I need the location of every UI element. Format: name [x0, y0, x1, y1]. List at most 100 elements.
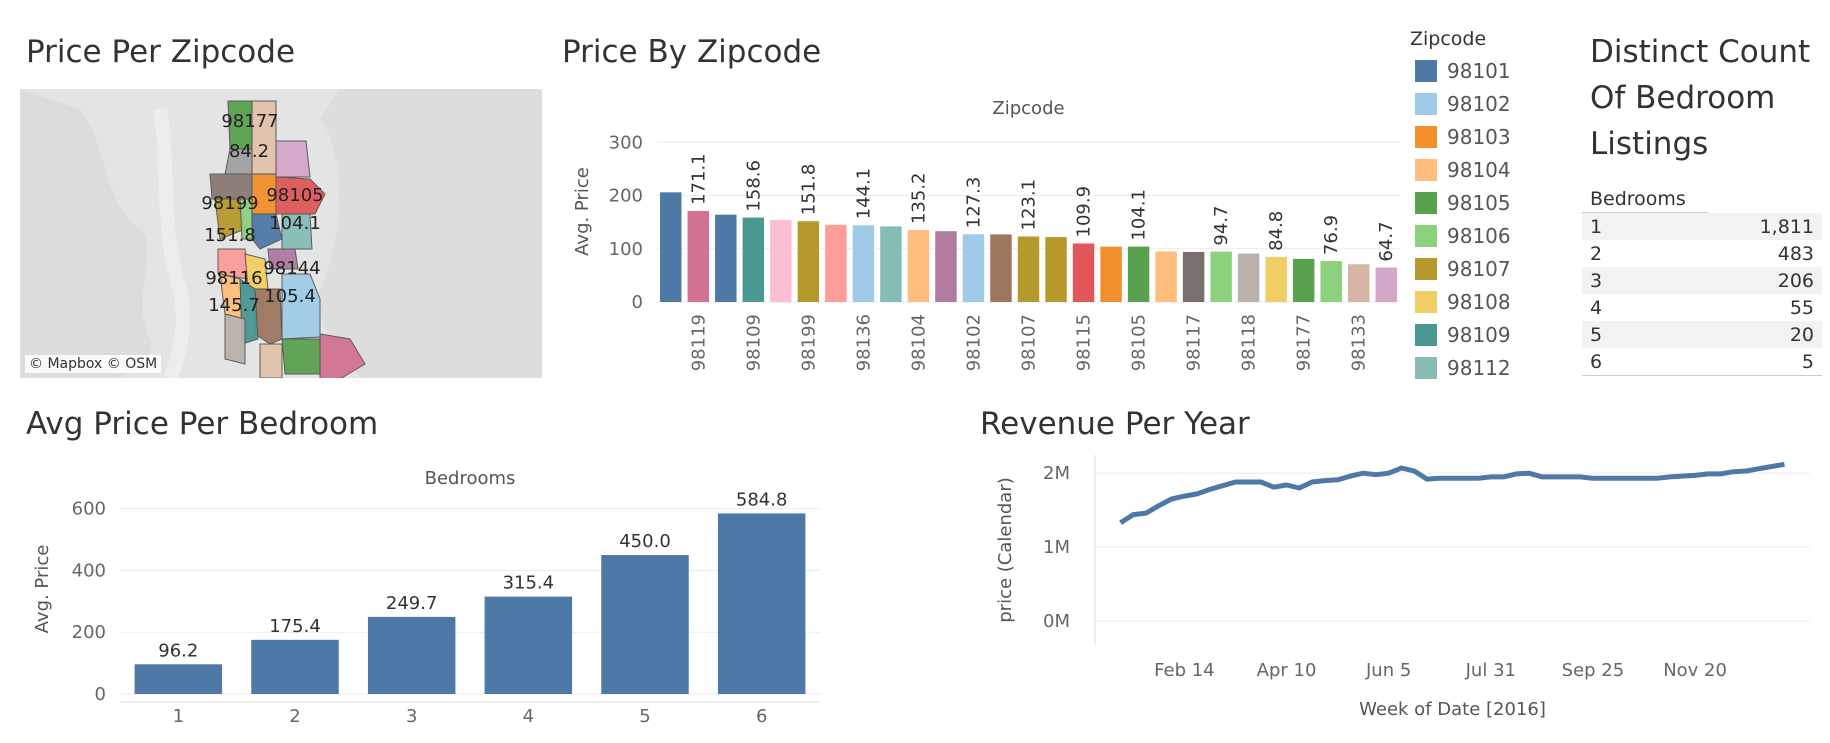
listing-count-value: 20 [1789, 323, 1814, 346]
legend-label: 98103 [1447, 124, 1511, 149]
legend-item[interactable]: 98101 [1410, 54, 1560, 87]
bar[interactable] [715, 214, 737, 302]
map-region-label: 98199 [201, 193, 258, 214]
revenue-series-line[interactable] [1119, 461, 1785, 525]
bedroom-count-key: 6 [1590, 350, 1603, 373]
bar[interactable] [1155, 251, 1177, 302]
legend-swatch [1415, 158, 1437, 181]
legend-item[interactable]: 98103 [1410, 120, 1560, 153]
bar[interactable] [660, 192, 682, 302]
zip-region[interactable] [251, 213, 283, 250]
bar[interactable] [1237, 253, 1260, 302]
legend-swatch [1415, 224, 1437, 247]
bar[interactable] [687, 210, 710, 302]
bar[interactable] [1292, 258, 1315, 302]
bar[interactable] [797, 221, 820, 302]
bar-data-label: 123.1 [1019, 179, 1040, 231]
bar[interactable] [134, 664, 223, 694]
legend-item[interactable]: 98109 [1410, 318, 1560, 351]
legend-item[interactable]: 98108 [1410, 285, 1560, 318]
bar[interactable] [1017, 236, 1040, 302]
legend-item[interactable]: 98106 [1410, 219, 1560, 252]
legend-swatch [1415, 125, 1437, 148]
bar[interactable] [251, 639, 339, 694]
x-tick-label: Nov 20 [1663, 660, 1727, 681]
zip-region[interactable] [281, 273, 321, 340]
x-tick-label: Sep 25 [1562, 660, 1625, 681]
bed-gridlines [120, 508, 820, 703]
zip-region[interactable] [281, 213, 313, 250]
zip-region[interactable] [281, 338, 321, 375]
x-tick-label: 98119 [688, 314, 709, 371]
bar[interactable] [880, 226, 902, 302]
y-tick-label: 1M [1043, 537, 1070, 558]
bar[interactable] [770, 220, 792, 302]
bar[interactable] [1320, 261, 1342, 302]
bar[interactable] [367, 616, 456, 694]
bar[interactable] [742, 217, 765, 302]
bar[interactable] [1127, 246, 1150, 302]
bar[interactable] [962, 234, 985, 302]
x-tick-label: 98109 [743, 314, 764, 371]
bedroom-count-key: 1 [1590, 215, 1603, 238]
legend-label: 98104 [1447, 157, 1511, 182]
bar[interactable] [907, 230, 930, 302]
legend-item[interactable]: 98107 [1410, 252, 1560, 285]
bar[interactable] [1072, 243, 1095, 302]
legend-item[interactable]: 98102 [1410, 87, 1560, 120]
bar-data-label: 584.8 [736, 489, 788, 510]
bed-price-panel-title: Avg Price Per Bedroom [26, 406, 379, 442]
zip-region[interactable] [259, 343, 283, 378]
bar-data-label: 450.0 [619, 531, 671, 552]
map-region-label: 98105 [266, 185, 323, 206]
legend-item[interactable]: 98105 [1410, 186, 1560, 219]
bar[interactable] [990, 234, 1012, 302]
listing-count-value: 206 [1777, 269, 1814, 292]
legend-item[interactable]: 98104 [1410, 153, 1560, 186]
bar[interactable] [935, 231, 957, 302]
table-row: 3 206 [1582, 267, 1822, 294]
zipcode-map[interactable]: 98177 84.2 98105 98199 104.1 151.8 98116 98144 1… [20, 89, 542, 378]
legend-item[interactable]: 98112 [1410, 351, 1560, 384]
bar-data-label: 151.8 [798, 164, 819, 216]
revenue-line-chart: price (Calendar) Week of Date [2016] 0M 1… [995, 455, 1810, 720]
map-west-land [20, 89, 152, 378]
map-region-label: 98144 [263, 258, 320, 279]
legend-swatch [1415, 92, 1437, 115]
zipcode-legend[interactable]: Zipcode 98101 98102 98103 98104 98105 98106 98… [1410, 28, 1560, 384]
x-tick-label: 6 [756, 706, 767, 727]
bar[interactable] [825, 224, 847, 302]
bedroom-table-header: Bedrooms [1582, 186, 1708, 213]
bar[interactable] [1375, 267, 1397, 302]
bar[interactable] [1100, 246, 1122, 302]
bar-data-label: 76.9 [1321, 215, 1342, 255]
bar[interactable] [717, 513, 806, 694]
legend-title: Zipcode [1410, 28, 1487, 50]
bar[interactable] [1045, 237, 1067, 302]
bedroom-count-key: 5 [1590, 323, 1603, 346]
zip-chart-header: Zipcode [992, 98, 1064, 119]
map-region-label: 104.1 [269, 213, 321, 234]
bar-data-label: 249.7 [386, 593, 438, 614]
bar[interactable] [852, 225, 875, 302]
legend-swatch [1415, 191, 1437, 214]
bar[interactable] [1347, 264, 1370, 302]
zip-region[interactable] [224, 313, 246, 365]
map-attribution[interactable]: © Mapbox © OSM [25, 355, 162, 373]
zip-region[interactable] [267, 248, 299, 270]
zip-region[interactable] [275, 140, 311, 178]
rev-x-axis-label: Week of Date [2016] [1359, 699, 1546, 720]
map-region-label: 98116 [205, 268, 262, 289]
bar[interactable] [484, 596, 573, 694]
bar[interactable] [1265, 256, 1287, 302]
y-tick-label: 100 [609, 239, 643, 260]
bar-data-label: 84.8 [1266, 211, 1287, 251]
bar[interactable] [1210, 251, 1232, 302]
legend-label: 98109 [1447, 322, 1511, 347]
bar[interactable] [1182, 251, 1205, 302]
y-tick-label: 400 [72, 560, 106, 581]
y-tick-label: 2M [1043, 463, 1070, 484]
bar[interactable] [601, 555, 689, 694]
x-tick-label: 98102 [963, 314, 984, 371]
